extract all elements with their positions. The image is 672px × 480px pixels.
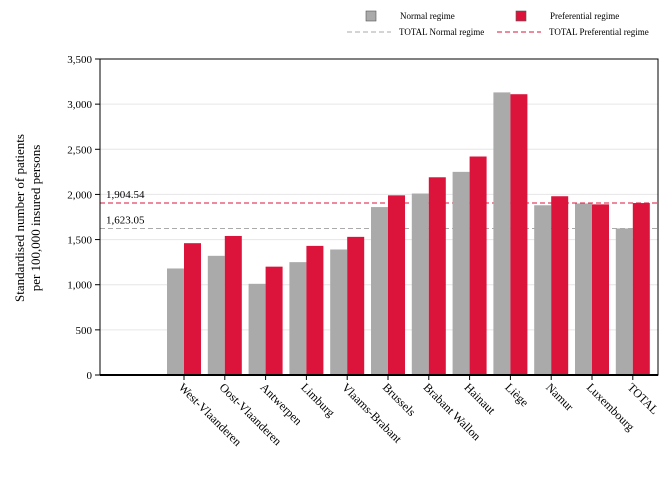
bar: [469, 156, 487, 375]
bar: [167, 268, 184, 375]
y-tick-label: 3,000: [67, 99, 92, 111]
bar: [592, 204, 609, 375]
y-axis-label-line-2: per 100,000 insured persons: [28, 145, 43, 292]
y-tick-label: 1,500: [67, 235, 92, 247]
y-tick-label: 2,000: [67, 189, 92, 201]
bar: [224, 235, 242, 375]
legend-swatch: [365, 10, 377, 22]
bar: [265, 266, 283, 375]
bar: [493, 92, 511, 376]
legend-label: TOTAL Preferential regime: [549, 27, 649, 37]
bar: [371, 207, 388, 375]
x-tick-label: Hainaut: [461, 380, 498, 417]
bar: [615, 228, 633, 375]
legend-swatch: [515, 10, 527, 22]
bar: [551, 196, 569, 375]
bar: [575, 203, 592, 375]
bar: [452, 171, 470, 375]
x-tick-label: Liège: [502, 380, 531, 409]
axes: [99, 58, 659, 376]
reference-line-label: 1,904.54: [106, 189, 145, 201]
legend: Normal regime Preferential regime TOTAL No…: [347, 10, 649, 37]
y-tick-label: 3,500: [67, 54, 92, 66]
y-tick-label: 0: [87, 370, 93, 382]
legend-label: TOTAL Normal regime: [399, 27, 484, 37]
legend-label: Preferential regime: [550, 11, 619, 21]
bar: [388, 195, 405, 375]
bar: [207, 255, 225, 375]
y-axis-label-line-1: Standardised number of patients: [12, 134, 27, 302]
bar: [347, 236, 365, 375]
bar: [632, 203, 650, 375]
reference-line-label: 1,623.05: [106, 214, 145, 226]
x-axis-labels: West-VlaanderenOost-VlaanderenAntwerpenL…: [176, 375, 662, 449]
y-tick-label: 500: [76, 325, 93, 337]
bar: [289, 262, 307, 375]
bars: [167, 92, 650, 376]
bar: [248, 283, 266, 375]
y-axis-ticks: 0 500 1,000 1,500 2,000 2,500 3,000 3,500: [67, 54, 100, 382]
bar: [330, 249, 348, 375]
x-tick-label: Limburg: [298, 380, 337, 419]
legend-label: Normal regime: [400, 11, 455, 21]
x-tick-label: Brussels: [380, 380, 419, 419]
bar: [184, 243, 201, 375]
bar: [428, 177, 446, 375]
bar: [306, 245, 324, 375]
y-tick-label: 1,000: [67, 280, 92, 292]
x-tick-label: Namur: [543, 380, 576, 413]
bar: [534, 205, 552, 375]
y-tick-label: 2,500: [67, 144, 92, 156]
bar: [510, 94, 528, 375]
bar: [411, 193, 429, 375]
x-tick-label: TOTAL: [625, 380, 662, 417]
